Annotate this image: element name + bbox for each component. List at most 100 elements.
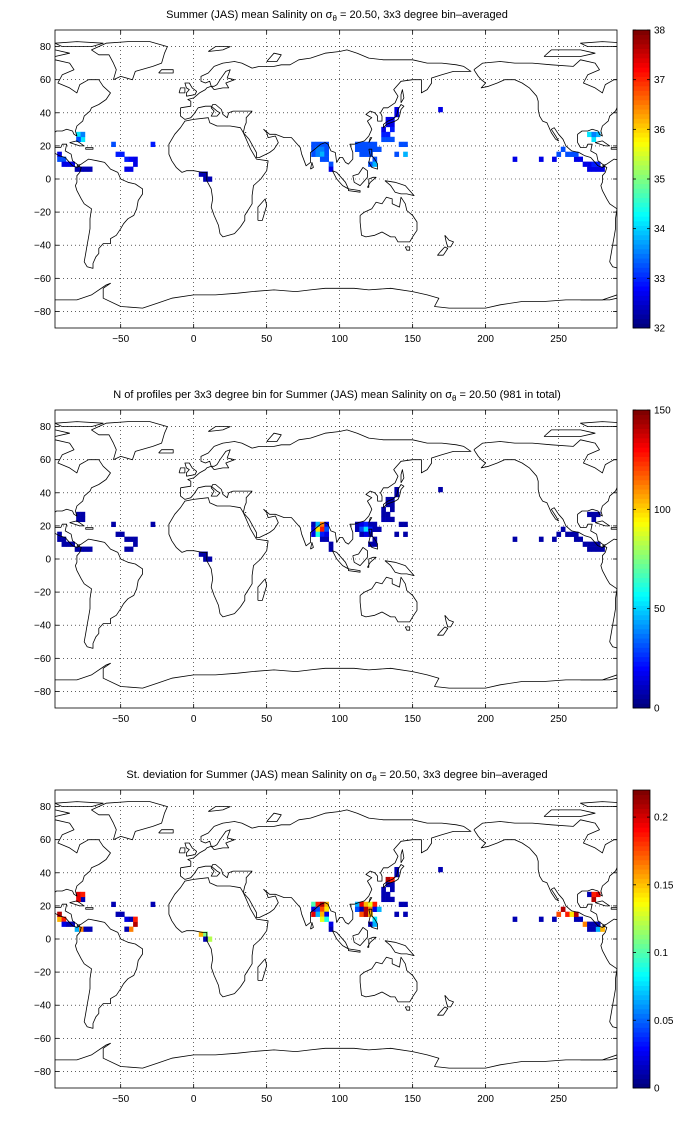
coastline (347, 568, 361, 573)
data-cell (372, 141, 378, 148)
data-cell (57, 911, 62, 917)
data-cell (591, 161, 597, 167)
data-cell (124, 156, 130, 162)
data-cell (595, 161, 601, 167)
data-cell (150, 901, 156, 908)
colorbar-swatch (633, 803, 650, 810)
data-cell (319, 521, 325, 528)
data-cell (324, 151, 330, 157)
colorbar-swatch (633, 1055, 650, 1061)
colorbar-swatch (633, 1022, 650, 1028)
coastline (55, 429, 70, 437)
colorbar-swatch (633, 85, 650, 91)
colorbar-swatch (633, 1032, 650, 1038)
data-cell (552, 156, 557, 162)
coastline (55, 49, 70, 57)
colorbar-swatch (633, 794, 650, 800)
data-cell (600, 926, 605, 932)
coastline (208, 46, 231, 52)
data-cell (203, 556, 208, 562)
colorbar-swatch (633, 230, 650, 236)
map-axes (55, 30, 617, 328)
coastline (437, 1006, 449, 1016)
data-cell (324, 141, 330, 148)
data-cell (119, 531, 125, 537)
data-cell (363, 146, 369, 152)
data-cell (70, 921, 76, 927)
colorbar-swatch (633, 966, 650, 972)
colorbar-tick-label: 0.15 (654, 880, 674, 891)
coastline (266, 432, 282, 442)
coastline (208, 426, 231, 432)
x-tick-label: 50 (261, 1094, 273, 1105)
colorbar-swatch (633, 887, 650, 893)
data-cell (556, 911, 562, 917)
colorbar-tick-label: 34 (654, 224, 666, 235)
coastline (473, 439, 617, 548)
coastline (55, 59, 111, 168)
colorbar-swatch (633, 461, 650, 467)
coastline (444, 235, 454, 248)
coastline (352, 166, 368, 187)
colorbar-tick-label: 35 (654, 175, 666, 186)
colorbar-swatch (633, 925, 650, 931)
data-cell (124, 536, 130, 542)
colorbar-swatch (633, 493, 650, 499)
colorbar-swatch (633, 470, 650, 476)
data-cell (595, 131, 601, 138)
colorbar-swatch (633, 638, 650, 644)
coastline (310, 922, 314, 930)
data-cell (381, 136, 386, 143)
data-cell (390, 506, 395, 513)
data-cell (359, 521, 365, 528)
y-tick-label: 0 (45, 175, 51, 186)
coastline (543, 429, 596, 437)
colorbar-swatch (633, 267, 650, 273)
colorbar-swatch (633, 1004, 650, 1010)
colorbar-swatch (633, 34, 650, 40)
data-cell (80, 511, 86, 518)
colorbar-frame (632, 409, 651, 709)
coastline (352, 547, 368, 566)
colorbar-swatch (633, 433, 650, 439)
data-cell (587, 546, 592, 552)
data-cell (70, 161, 76, 167)
data-cell (582, 541, 588, 547)
data-cell (394, 106, 400, 113)
data-cell (319, 911, 325, 917)
y-tick-label: 0 (45, 555, 51, 566)
colorbar-swatch (633, 276, 650, 282)
coastline (158, 449, 174, 454)
data-cell (354, 526, 360, 532)
data-cell (595, 546, 601, 552)
colorbar-tick-label: 0 (654, 704, 660, 715)
data-cell (390, 896, 395, 903)
y-tick-label: 40 (40, 488, 52, 499)
data-cell (363, 151, 369, 157)
colorbar-swatch (633, 675, 650, 681)
colorbar-tick-label: 38 (654, 26, 666, 37)
coastline (600, 538, 617, 649)
x-tick-label: 100 (331, 334, 348, 345)
coastline (367, 936, 377, 948)
data-cell (403, 531, 408, 537)
data-cell (381, 511, 386, 518)
data-cell (133, 541, 138, 547)
colorbar: 0 0.05 0.1 0.15 0.2 (632, 789, 674, 1095)
data-cell (394, 486, 400, 493)
colorbar-swatch (633, 1074, 650, 1080)
colorbar-swatch (633, 666, 650, 672)
data-cell (319, 536, 325, 542)
colorbar-swatch (633, 95, 650, 101)
data-cell (372, 146, 378, 152)
data-cell (573, 536, 579, 542)
coastline (69, 900, 85, 907)
coastline (368, 908, 379, 930)
data-cell (74, 546, 80, 552)
data-cell (381, 126, 386, 133)
data-cell (512, 916, 518, 922)
panel-title: N of profiles per 3x3 degree bin for Sum… (113, 389, 561, 403)
colorbar-swatch (633, 216, 650, 222)
data-cell (578, 536, 583, 542)
coastline (382, 864, 405, 888)
